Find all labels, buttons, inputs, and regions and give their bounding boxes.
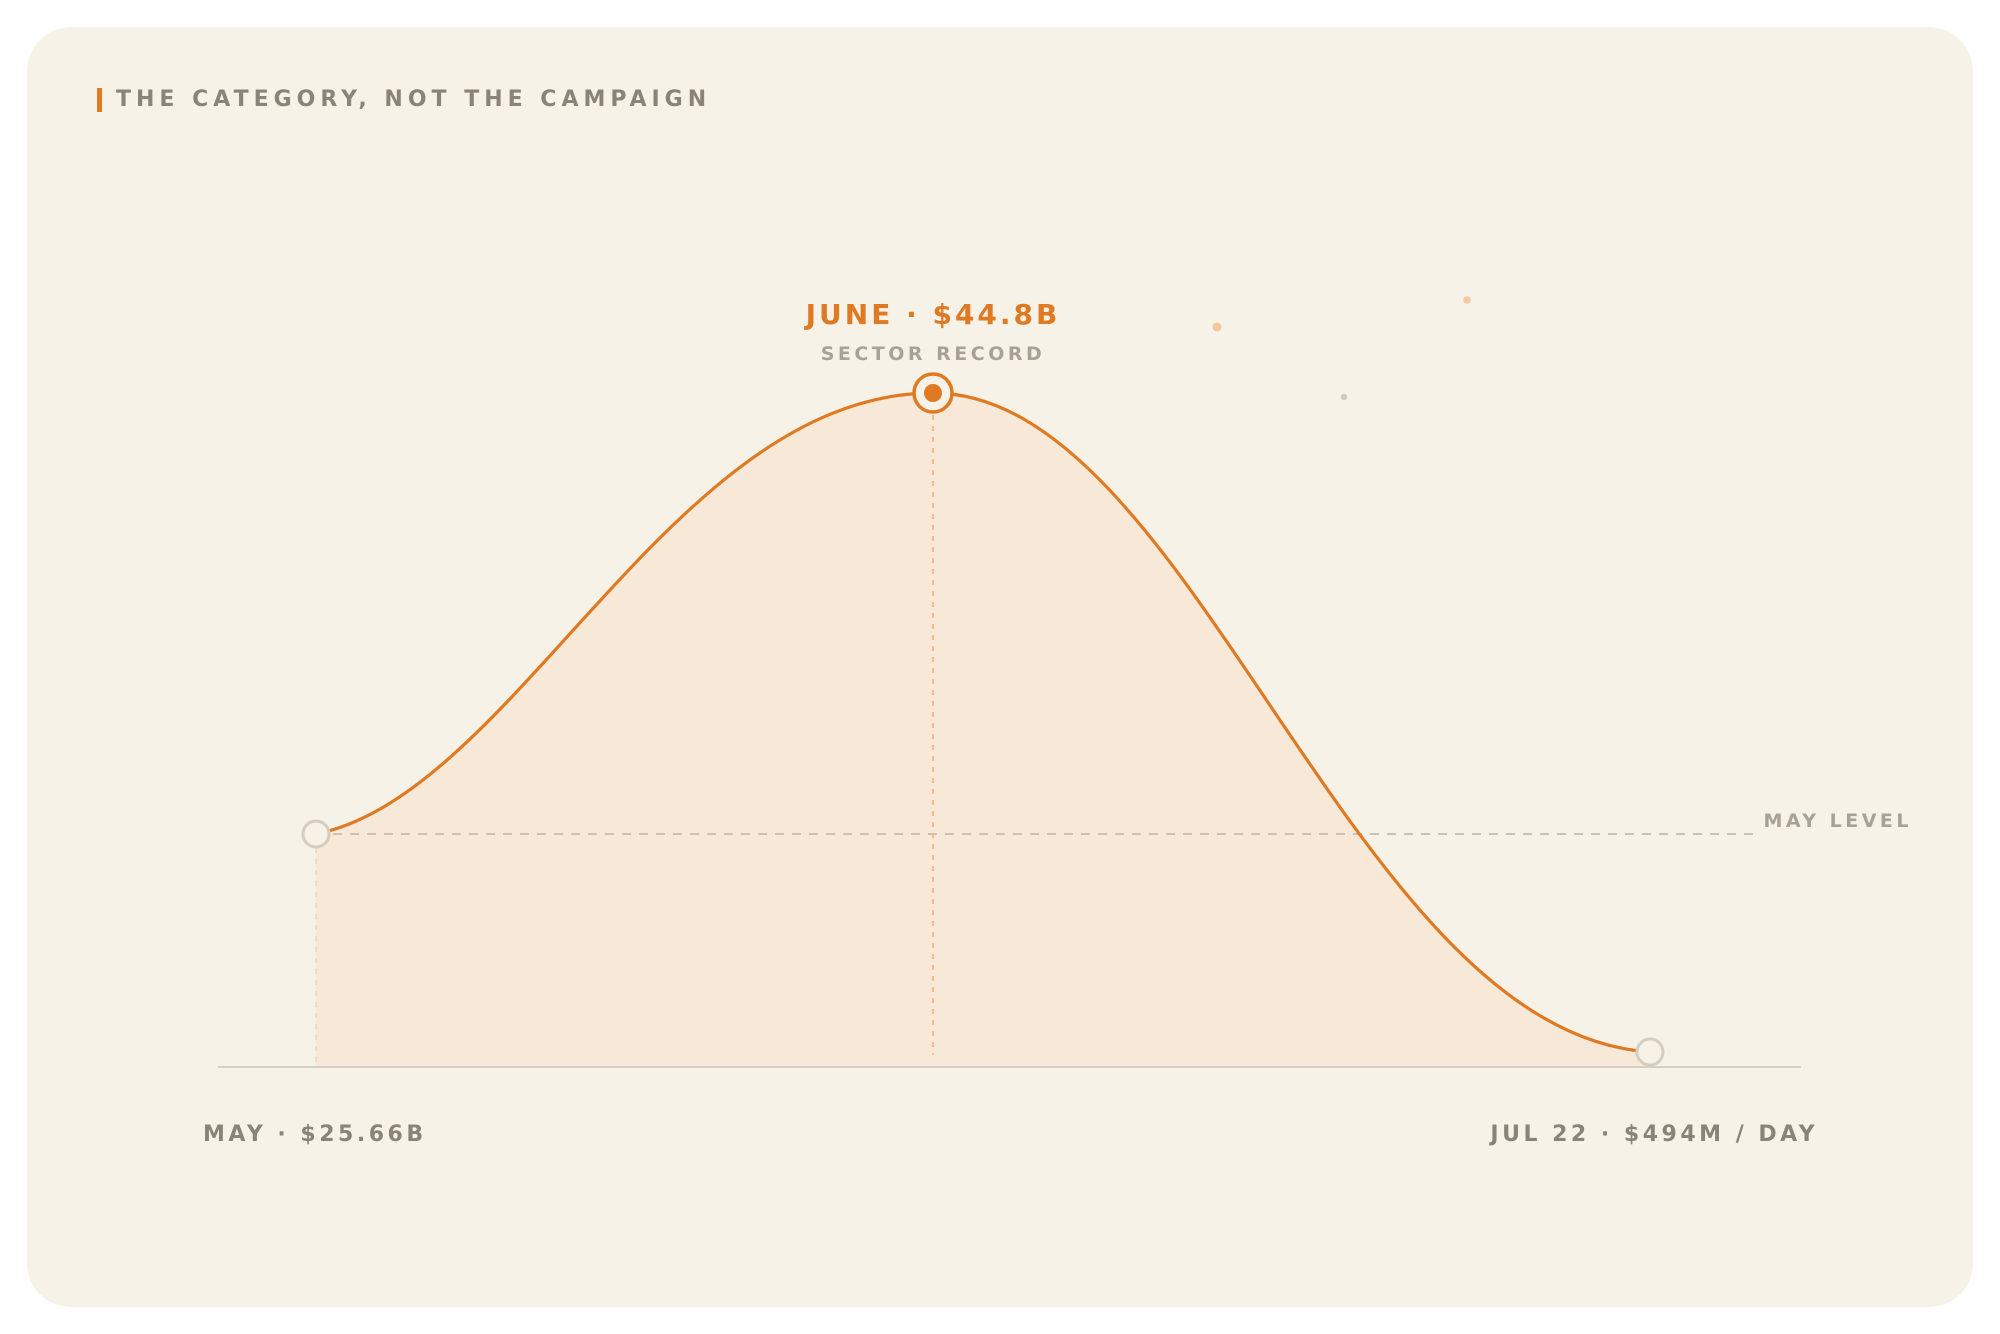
chart-kicker: THE CATEGORY, NOT THE CAMPAIGN <box>97 87 711 112</box>
point-marker-may <box>301 819 331 849</box>
decorative-dot <box>1340 393 1348 401</box>
end-label: JUL 22 · $494M / DAY <box>1488 1122 1818 1147</box>
peak-label: JUNE · $44.8B <box>804 298 1061 331</box>
point-marker-june <box>924 384 942 402</box>
kicker-text: THE CATEGORY, NOT THE CAMPAIGN <box>116 87 712 112</box>
reference-line-label: MAY LEVEL <box>1763 810 1912 832</box>
peak-sublabel: SECTOR RECORD <box>821 343 1046 365</box>
area-fill <box>316 393 1650 1067</box>
start-label: MAY · $25.66B <box>203 1122 427 1147</box>
decorative-dot <box>1463 296 1471 304</box>
series-line <box>314 391 1652 1054</box>
kicker-accent-bar <box>97 87 102 112</box>
decorative-dot <box>1212 322 1222 332</box>
point-marker-jul <box>1635 1037 1665 1067</box>
